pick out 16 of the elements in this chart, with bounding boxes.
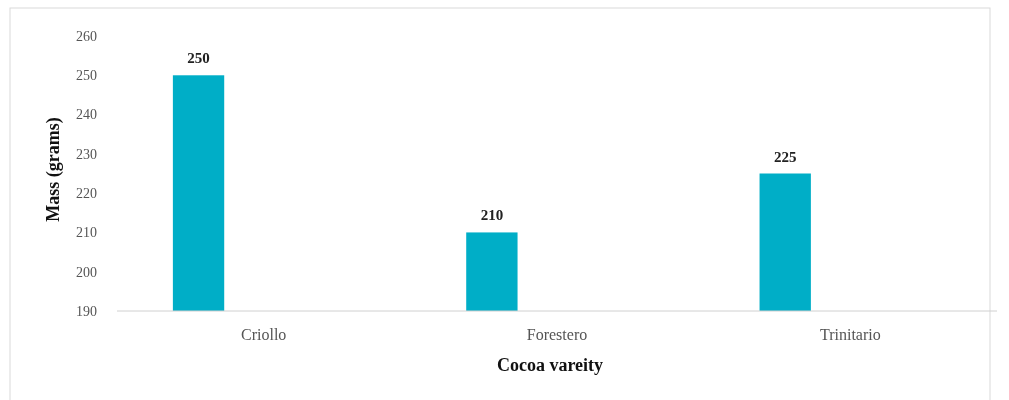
y-tick-label: 250 bbox=[76, 68, 97, 84]
x-tick-label: Trinitario bbox=[819, 326, 881, 343]
y-tick-label: 260 bbox=[76, 28, 97, 44]
x-tick-label: Criollo bbox=[240, 326, 287, 343]
y-tick-label: 230 bbox=[76, 146, 97, 162]
y-tick-label: 200 bbox=[76, 264, 97, 280]
y-axis-title: Mass (grams) bbox=[43, 117, 64, 222]
y-tick-label: 220 bbox=[76, 186, 97, 202]
y-tick-label: 190 bbox=[76, 303, 97, 319]
x-axis-title: Cocoa vareity bbox=[496, 355, 604, 375]
y-tick-label: 240 bbox=[76, 107, 97, 123]
data-label: 210 bbox=[480, 207, 504, 224]
y-tick-label: 210 bbox=[76, 225, 97, 241]
x-tick-label: Forestero bbox=[526, 326, 588, 343]
data-label: 225 bbox=[773, 148, 797, 165]
data-label: 250 bbox=[187, 50, 210, 67]
